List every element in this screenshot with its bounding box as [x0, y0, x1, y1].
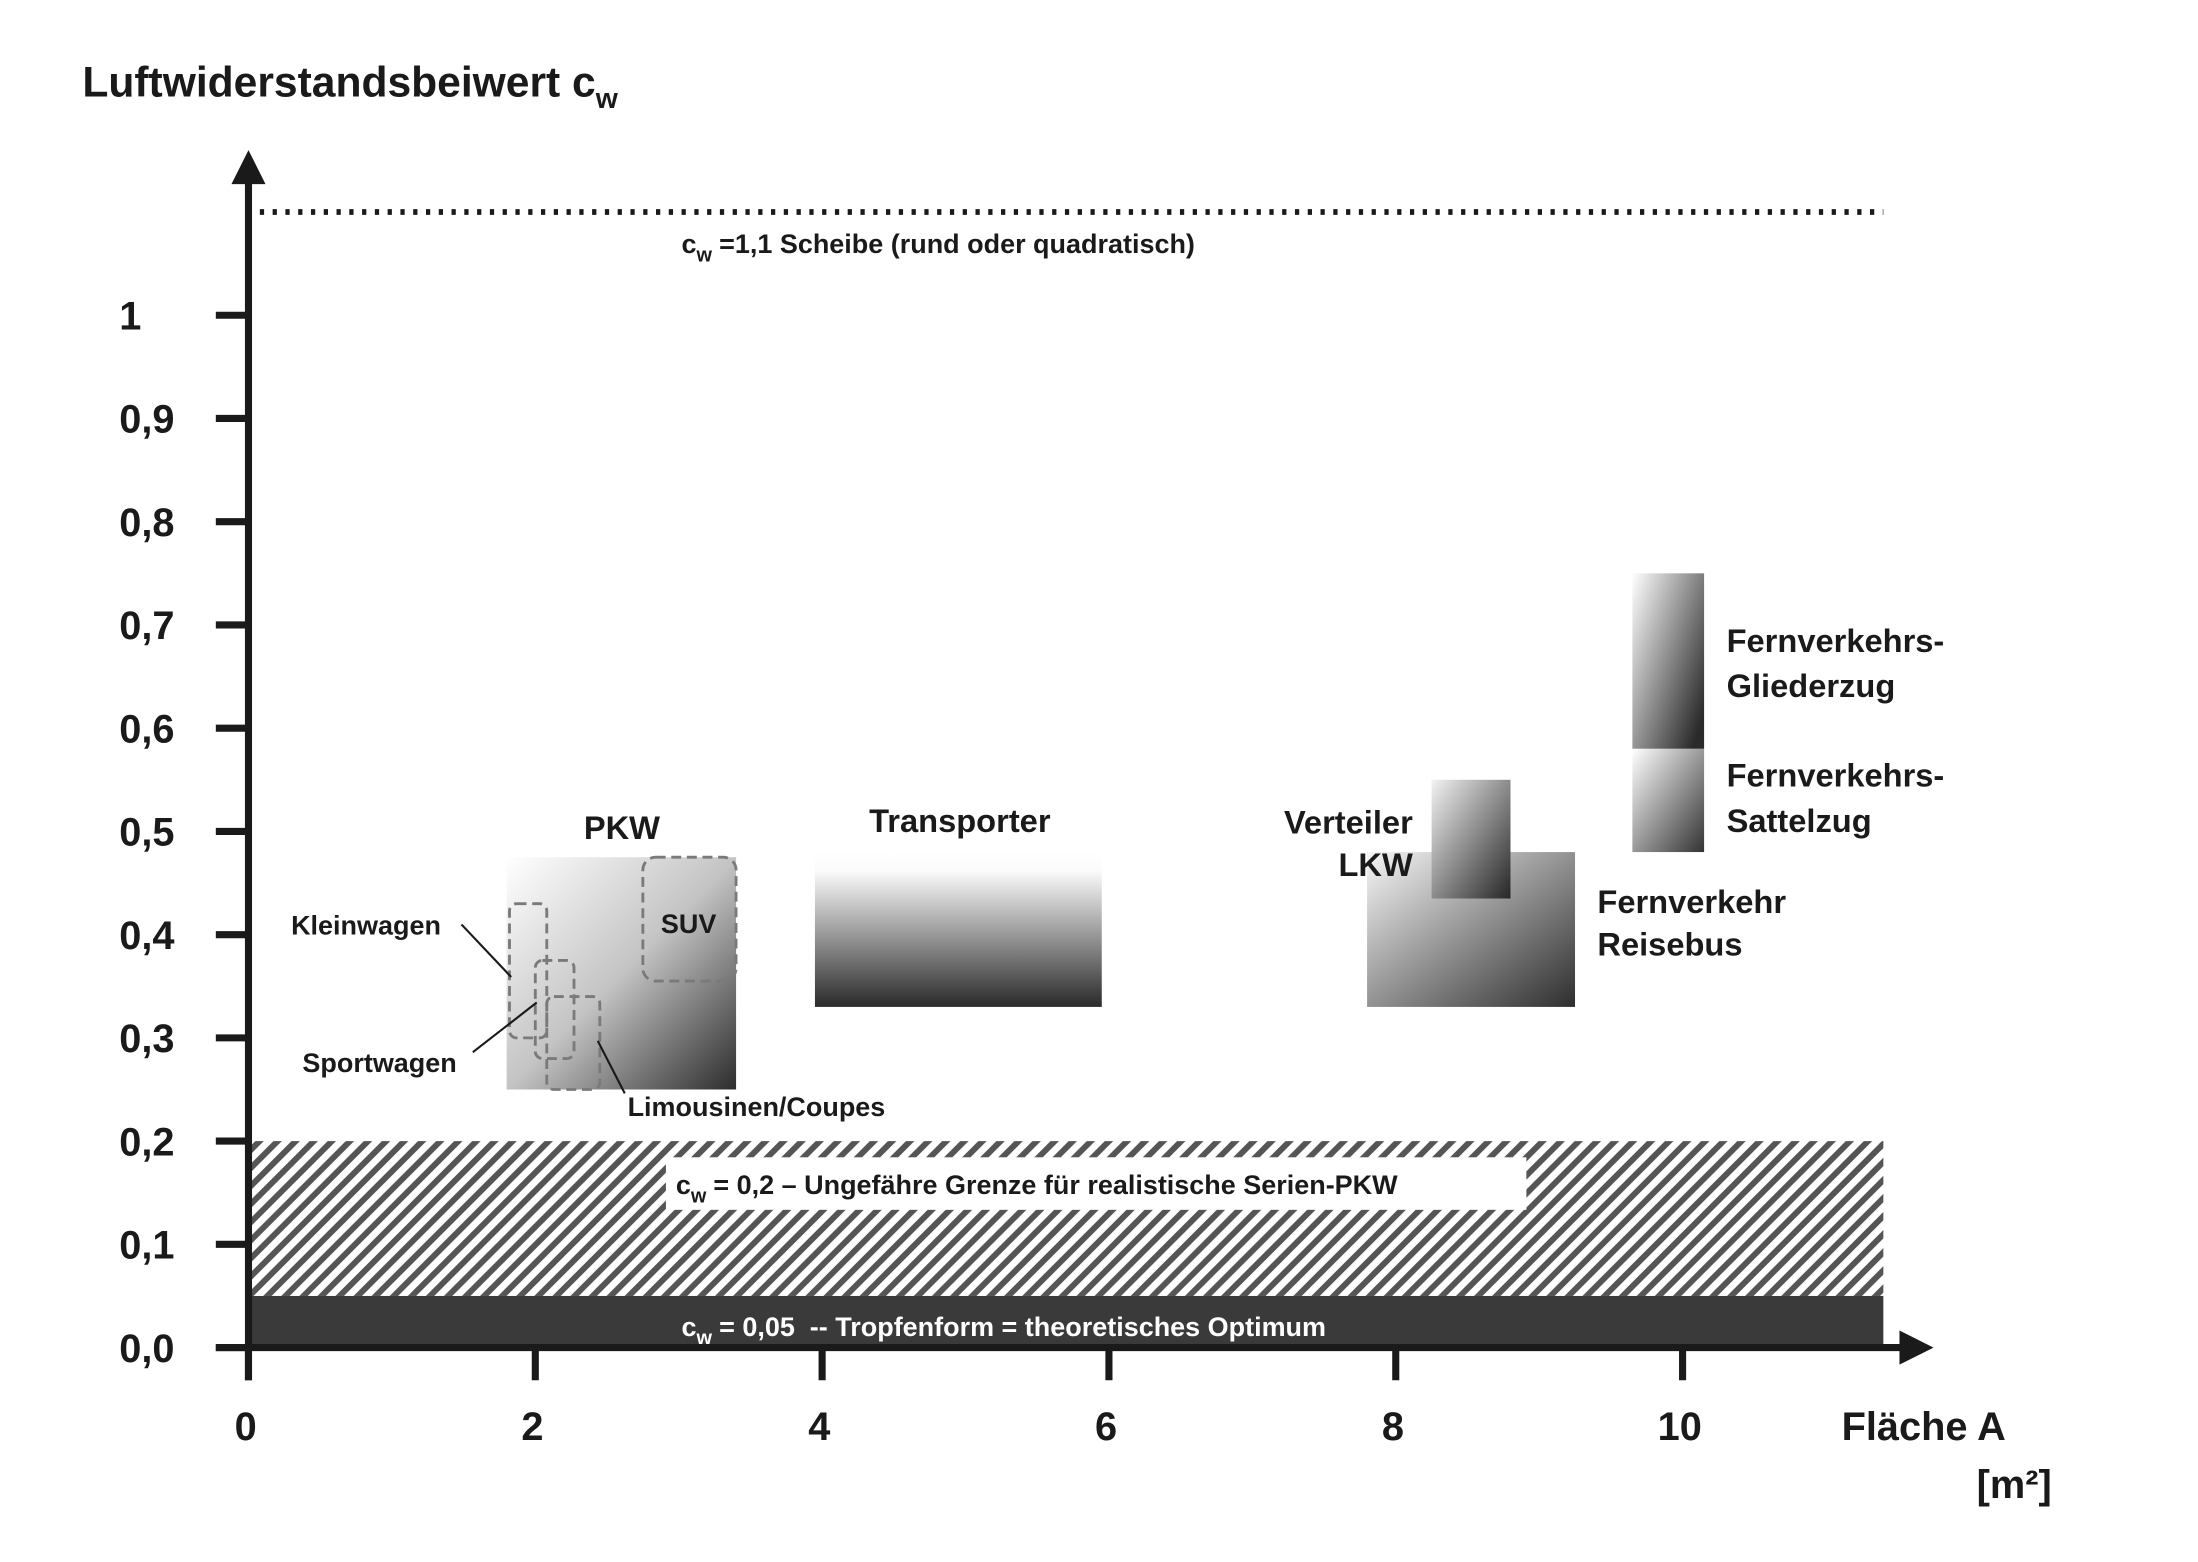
y-tick-label: 0,5 [119, 811, 174, 855]
x-tick-label: 4 [808, 1405, 830, 1449]
region-pkw [506, 857, 737, 1090]
subregion-suv [641, 855, 738, 983]
subregion-limousinen-coupes [545, 995, 602, 1091]
y-tick-label: 0,9 [119, 398, 174, 442]
x-axis-arrow [1899, 1330, 1934, 1365]
band-label-drop-shape-optimum: cw = 0,05 -- Tropfenform = theoretisches … [682, 1312, 1326, 1350]
region-label-gliederzug-line1: Fernverkehrs- [1727, 622, 1945, 659]
y-tick-label: 0,0 [119, 1327, 174, 1371]
subregion-label-sportwagen: Sportwagen [302, 1048, 456, 1078]
subregion-label-limousinen-coupes: Limousinen/Coupes [628, 1092, 886, 1122]
y-tick-label: 0,1 [119, 1224, 174, 1268]
y-axis-arrow [231, 150, 266, 185]
region-label-sattelzug-line2: Sattelzug [1727, 802, 1872, 839]
region-label-reisebus-line1: Fernverkehr [1597, 883, 1786, 920]
region-label-reisebus-line2: Reisebus [1597, 926, 1742, 963]
y-tick-label: 0,2 [119, 1120, 174, 1164]
region-fernverkehrs-gliederzug [1632, 573, 1705, 749]
region-transporter [814, 852, 1102, 1007]
subregion-label-suv: SUV [661, 909, 716, 939]
x-axis-unit: [m²] [1977, 1463, 2052, 1507]
subregion-kleinwagen [508, 902, 549, 1040]
y-tick-label: 0,8 [119, 501, 174, 545]
y-tick-label: 0,4 [119, 914, 174, 958]
band-label-realistic-limit: cw = 0,2 – Ungefähre Grenze für realistis… [676, 1170, 1398, 1208]
y-axis-title: Luftwiderstandsbeiwert cw [82, 59, 618, 115]
region-label-gliederzug-line2: Gliederzug [1727, 667, 1896, 704]
leader-line-sportwagen [472, 1001, 538, 1054]
y-tick-label: 1 [119, 294, 141, 338]
x-tick-label: 8 [1382, 1405, 1404, 1449]
region-verteiler-lkw [1431, 779, 1511, 899]
y-tick-label: 0,7 [119, 604, 174, 648]
region-label-lkw-line1: Verteiler [1284, 804, 1413, 841]
subregion-label-kleinwagen: Kleinwagen [291, 910, 441, 940]
band-drop-shape-optimum [248, 1295, 1884, 1348]
axis-ticks: 0,00,10,20,30,40,50,60,70,80,910 2 4 6 8 10 [119, 294, 1702, 1448]
region-label-sattelzug-line1: Fernverkehrs- [1727, 757, 1945, 794]
leader-line-limousinen [596, 1040, 626, 1094]
region-label-lkw-line2: LKW [1338, 846, 1413, 883]
subregion-sportwagen [533, 959, 576, 1060]
x-tick-label: 0 [235, 1405, 257, 1449]
region-label-transporter: Transporter [869, 802, 1051, 839]
leader-line-kleinwagen [460, 923, 512, 978]
y-tick-label: 0,3 [119, 1017, 174, 1061]
reference-line-label: cw =1,1 Scheibe (rund oder quadratisch) [682, 229, 1195, 267]
x-axis-title: Fläche A [1842, 1405, 2006, 1449]
band-label-background [665, 1157, 1527, 1210]
x-tick-label: 10 [1658, 1405, 1702, 1449]
y-tick-label: 0,6 [119, 707, 174, 751]
region-label-pkw: PKW [584, 809, 660, 846]
x-tick-label: 6 [1095, 1405, 1117, 1449]
region-fernverkehrs-sattelzug [1632, 748, 1705, 853]
x-tick-label: 2 [521, 1405, 543, 1449]
